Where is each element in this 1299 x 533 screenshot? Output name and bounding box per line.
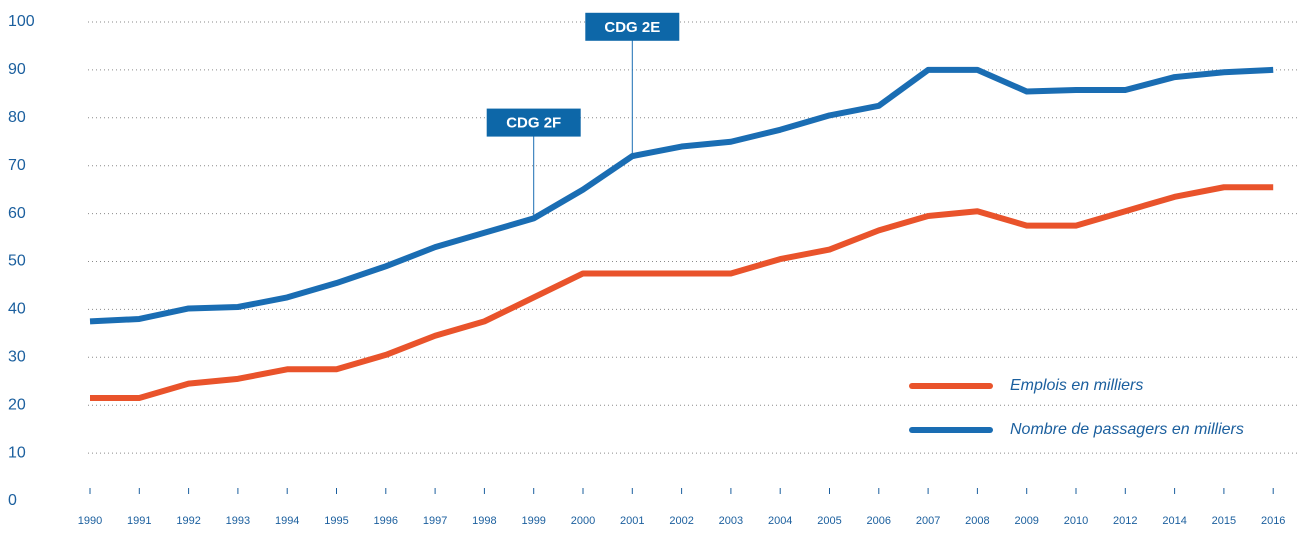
x-tick-label: 2015	[1212, 515, 1236, 527]
x-tick-label: 2007	[916, 515, 940, 527]
x-tick-label: 2001	[620, 515, 644, 527]
x-tick-label: 2005	[817, 515, 841, 527]
y-tick-label: 40	[8, 301, 26, 318]
y-tick-label: 0	[8, 492, 17, 509]
y-tick-label: 70	[8, 157, 26, 174]
annotation-box	[486, 108, 581, 137]
x-tick-label: 2006	[867, 515, 891, 527]
x-tick-label: 2012	[1113, 515, 1137, 527]
x-tick-label: 2000	[571, 515, 595, 527]
x-tick-label: 1994	[275, 515, 299, 527]
y-tick-label: 50	[8, 253, 26, 270]
x-tick-label: 2009	[1014, 515, 1038, 527]
x-tick-label: 2014	[1162, 515, 1186, 527]
y-tick-label: 100	[8, 13, 35, 30]
y-tick-label: 90	[8, 61, 26, 78]
y-tick-label: 20	[8, 396, 26, 413]
series-line	[90, 184, 1274, 402]
x-tick-label: 2004	[768, 515, 792, 527]
x-tick-label: 1999	[521, 515, 545, 527]
x-tick-label: 2002	[669, 515, 693, 527]
x-tick-label: 2010	[1064, 515, 1088, 527]
x-tick-label: 1991	[127, 515, 151, 527]
annotation-label: CDG 2E	[604, 19, 660, 36]
x-tick-label: 2016	[1261, 515, 1285, 527]
y-tick-label: 30	[8, 349, 26, 366]
x-tick-label: 1997	[423, 515, 447, 527]
y-tick-label: 10	[8, 444, 26, 461]
x-tick-label: 1992	[176, 515, 200, 527]
y-tick-label: 80	[8, 109, 26, 126]
series-line	[89, 66, 1274, 325]
annotation-box	[585, 12, 680, 41]
x-tick-label: 1996	[374, 515, 398, 527]
annotation-label: CDG 2F	[506, 115, 561, 132]
legend-label: Emplois en milliers	[1010, 377, 1143, 394]
x-tick-label: 2003	[719, 515, 743, 527]
x-tick-label: 1993	[226, 515, 250, 527]
x-tick-label: 1998	[472, 515, 496, 527]
legend-label: Nombre de passagers en milliers	[1010, 421, 1244, 438]
x-tick-label: 1990	[78, 515, 102, 527]
x-tick-label: 2008	[965, 515, 989, 527]
x-tick-label: 1995	[324, 515, 348, 527]
y-tick-label: 60	[8, 205, 26, 222]
